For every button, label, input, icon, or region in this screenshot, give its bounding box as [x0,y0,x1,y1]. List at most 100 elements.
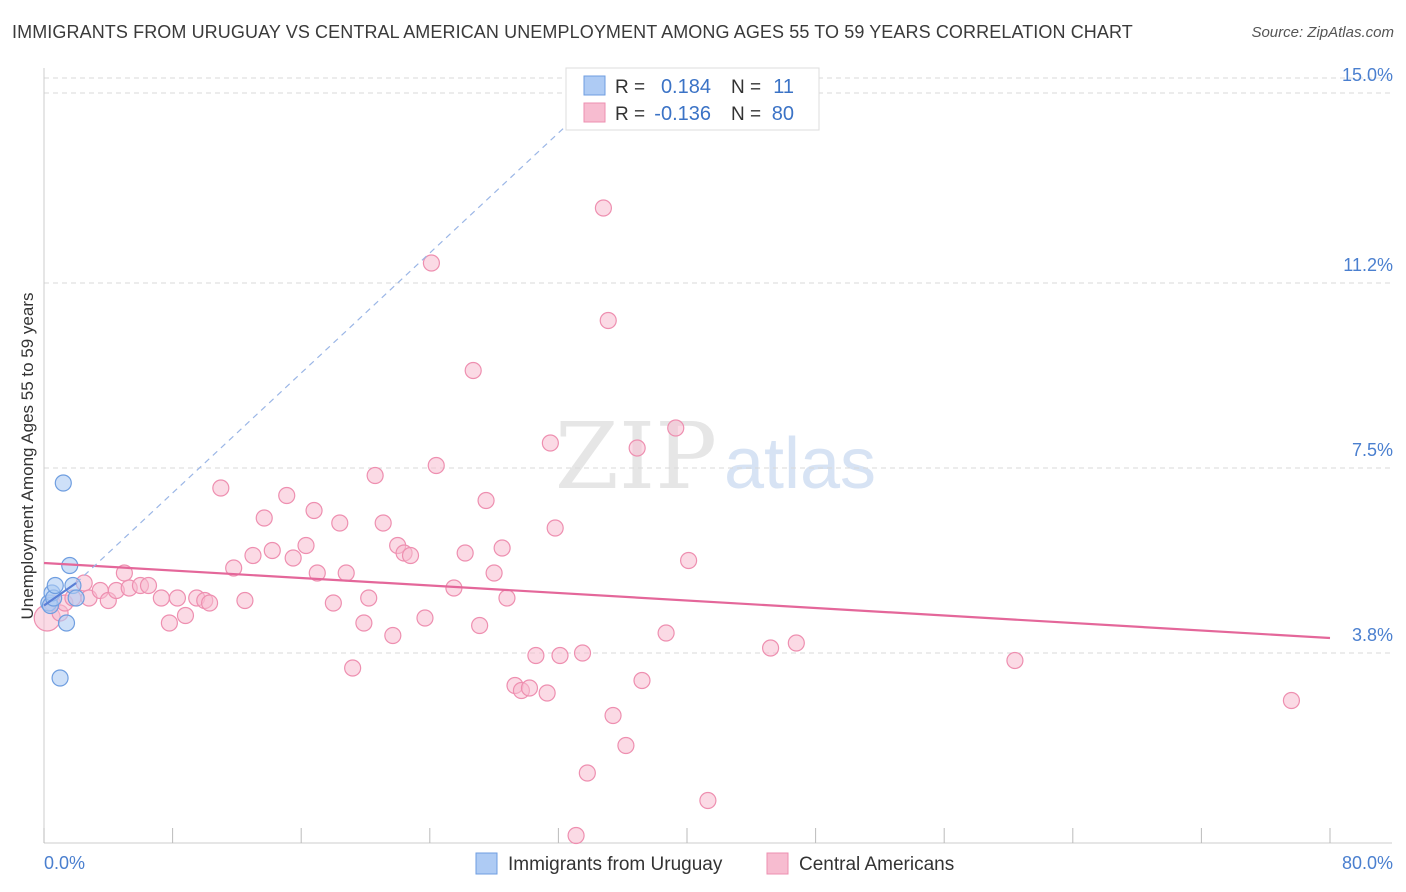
central-point-28 [284,549,302,567]
central-point-67 [599,311,617,330]
central-point-59 [538,684,556,702]
uruguay-point-4 [46,576,64,595]
y-tick-labels: 3.8% 7.5% 11.2% 15.0% [1342,65,1393,645]
stats-legend-swatch-central [583,102,606,123]
x-tick-label-1: 80.0% [1342,853,1393,873]
uruguay-point-10 [51,669,69,687]
chart-source: Source: ZipAtlas.com [1251,24,1394,41]
central-point-35 [344,659,362,677]
central-point-74 [680,551,698,570]
central-point-40 [384,626,402,645]
stats-n-value-central: 80 [772,103,794,125]
uruguay-trend-extension [75,117,575,584]
central-point-77 [787,634,805,652]
uruguay-points [40,474,85,687]
central-point-30 [305,501,323,520]
central-point-78 [1006,651,1024,670]
stats-n-label-uruguay: N = [731,77,761,98]
watermark: ZIP atlas [555,403,876,510]
stats-legend-swatch-uruguay [583,75,606,96]
central-point-53 [493,539,511,557]
central-point-68 [604,706,622,725]
central-point-15 [160,614,178,632]
central-point-44 [416,609,434,627]
central-point-17 [176,606,195,625]
central-point-71 [633,671,651,690]
central-point-62 [551,646,569,665]
central-point-58 [527,646,545,665]
central-point-20 [200,594,219,612]
central-point-16 [168,589,187,607]
legend-label-uruguay: Immigrants from Uruguay [508,854,723,875]
uruguay-point-9 [67,589,85,607]
central-point-79 [1282,691,1301,710]
y-axis-label: Unemployment Among Ages 55 to 59 years [18,293,37,620]
central-point-50 [471,616,489,635]
y-tick-label-0: 3.8% [1352,625,1393,645]
legend-swatch-central [766,852,789,875]
stats-r-label-uruguay: R = [615,77,645,98]
stats-legend-box [565,67,820,131]
central-point-32 [324,594,342,612]
central-point-37 [360,589,378,607]
central-point-46 [427,456,445,475]
central-point-45 [422,254,441,272]
central-point-70 [628,439,646,457]
central-trend-line [43,561,1331,640]
central-point-69 [617,736,635,755]
central-point-66 [594,199,613,217]
central-point-49 [464,361,482,380]
central-point-76 [761,639,780,657]
central-point-72 [657,624,675,642]
central-point-23 [236,591,254,610]
stats-legend: R = 0.184 N = 11 R = -0.136 N = 80 [565,67,820,131]
central-point-60 [541,434,559,452]
legend-swatch-uruguay [475,852,498,875]
uruguay-trend-line [43,582,77,607]
bottom-legend: Immigrants from Uruguay Central American… [475,852,954,875]
central-americans-points [33,199,1301,845]
axes [43,68,1392,844]
central-point-21 [212,479,230,497]
central-point-48 [456,544,474,562]
stats-n-label-central: N = [731,104,761,125]
uruguay-point-5 [54,474,72,492]
stats-r-value-central: -0.136 [654,103,711,125]
central-point-13 [139,576,158,595]
central-point-33 [331,514,349,532]
uruguay-point-6 [57,614,76,632]
gridlines [44,77,1392,654]
x-tick-label-0: 0.0% [44,853,85,873]
central-point-36 [355,614,373,632]
stats-r-value-uruguay: 0.184 [661,76,711,98]
central-point-39 [374,514,392,532]
central-point-73 [667,419,685,437]
x-ticks: 0.0% 80.0% [43,828,1393,873]
central-point-64 [573,644,592,662]
y-tick-label-1: 7.5% [1352,440,1393,460]
chart-title: IMMIGRANTS FROM URUGUAY VS CENTRAL AMERI… [12,22,1133,42]
central-point-65 [578,764,596,782]
central-point-52 [485,564,503,582]
central-point-26 [263,541,281,560]
central-point-22 [225,559,243,577]
central-point-75 [699,791,717,810]
stats-n-value-uruguay: 11 [773,76,794,98]
central-point-29 [297,536,315,555]
central-point-25 [255,509,273,527]
central-point-63 [567,826,585,845]
central-point-43 [401,546,420,565]
watermark-atlas: atlas [724,424,876,504]
central-point-31 [308,564,326,582]
central-point-38 [366,466,384,485]
central-point-57 [520,679,539,697]
central-point-34 [337,564,355,582]
y-tick-label-3: 15.0% [1342,65,1393,85]
trend-lines [43,117,1331,640]
y-tick-label-2: 11.2% [1343,255,1393,275]
stats-r-label-central: R = [615,104,645,125]
legend-label-central: Central Americans [799,854,954,875]
central-point-27 [278,486,296,505]
central-point-61 [546,519,564,537]
